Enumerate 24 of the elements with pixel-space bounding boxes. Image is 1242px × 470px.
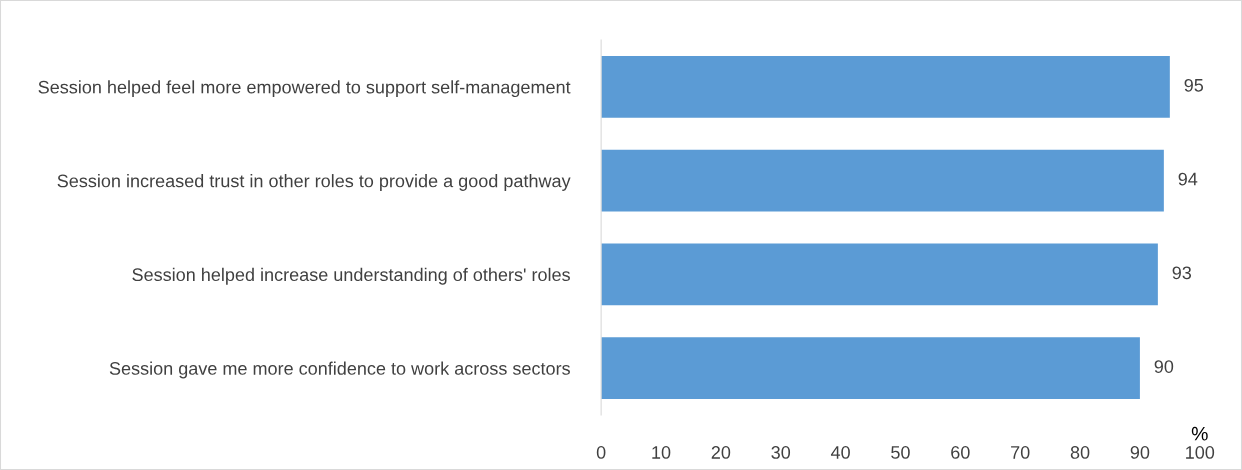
bar bbox=[601, 243, 1158, 306]
x-tick-label: 80 bbox=[1070, 446, 1090, 459]
x-tick-label: 40 bbox=[830, 446, 850, 459]
y-tick-label: Session helped increase understanding of others' roles bbox=[132, 267, 570, 285]
y-tick-label: Session helped feel more empowered to support self-management bbox=[38, 80, 571, 98]
x-tick-label: 100 bbox=[1186, 446, 1215, 459]
x-tick-label: 30 bbox=[771, 446, 791, 459]
x-axis-title: % bbox=[1191, 426, 1208, 441]
y-tick-label: Session increased trust in other roles to provide a good pathway bbox=[57, 174, 571, 191]
bar bbox=[601, 337, 1140, 400]
data-label: 94 bbox=[1178, 172, 1198, 186]
x-tick-label: 60 bbox=[951, 446, 970, 459]
x-tick-label: 70 bbox=[1011, 446, 1030, 459]
x-tick-label: 90 bbox=[1130, 446, 1150, 459]
x-tick-label: 50 bbox=[891, 446, 910, 459]
data-label: 90 bbox=[1154, 360, 1174, 373]
x-tick-label: 0 bbox=[596, 446, 606, 459]
bar bbox=[601, 149, 1164, 212]
data-label: 93 bbox=[1172, 266, 1192, 280]
x-tick-label: 20 bbox=[711, 446, 731, 459]
data-label: 95 bbox=[1184, 78, 1204, 92]
x-tick-label: 10 bbox=[652, 446, 671, 459]
bar bbox=[601, 55, 1170, 118]
y-tick-label: Session gave me more confidence to work across sectors bbox=[109, 361, 570, 379]
